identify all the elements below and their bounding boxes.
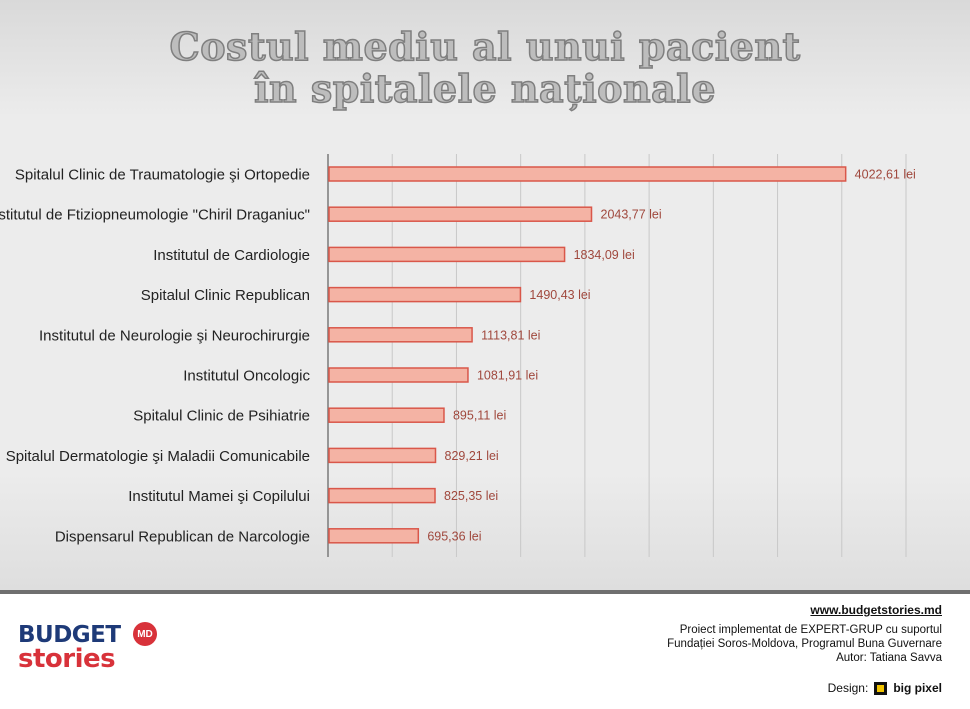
bar (328, 447, 437, 464)
bar (328, 367, 469, 383)
bar (328, 246, 566, 263)
value-label: 1490,43 lei (529, 288, 590, 302)
category-label: Institutul Oncologic (183, 368, 310, 385)
bar (328, 286, 522, 303)
chart-panel: Costul mediu al unui pacient în spitalel… (0, 0, 970, 590)
category-label: Spitalul Clinic de Traumatologie şi Orto… (15, 167, 310, 184)
bar (328, 528, 420, 544)
chart-title-line-1: Costul mediu al unui pacient (169, 23, 801, 70)
footer-divider (0, 590, 970, 594)
category-label: Institutul de Cardiologie (153, 247, 310, 264)
value-label: 695,36 lei (427, 529, 481, 543)
budget-stories-logo: BUDGET stories MD (18, 622, 168, 678)
logo-word-stories: stories (18, 644, 116, 674)
value-label: 1081,91 lei (477, 369, 538, 383)
big-pixel-logo-icon (874, 681, 888, 695)
bar (328, 327, 473, 343)
value-label: 895,11 lei (453, 409, 506, 423)
design-credit: Design: big pixel (828, 681, 942, 695)
chart-title-line-2: în spitalele naționale (253, 65, 716, 112)
bar (328, 487, 436, 504)
credit-author: Autor: Tatiana Savva (836, 652, 942, 664)
value-label: 4022,61 lei (855, 168, 916, 182)
design-label: Design: (827, 681, 869, 695)
category-label: Spitalul Clinic Republican (141, 287, 310, 304)
credit-line-1: Proiect implementat de EXPERT-GRUP cu su… (679, 624, 942, 636)
value-label: 2043,77 lei (601, 208, 662, 222)
value-label: 825,35 lei (444, 489, 498, 503)
website-link[interactable]: www.budgetstories.md (810, 603, 942, 617)
category-label: Spitalul Dermatologie şi Maladii Comunic… (6, 448, 310, 465)
logo-md-badge: MD (133, 622, 157, 646)
designer-name: big pixel (893, 681, 942, 695)
logo-word-budget: BUDGET (18, 622, 121, 648)
bar (328, 206, 593, 222)
category-label: Institutul de Neurologie şi Neurochirurg… (39, 327, 310, 344)
value-label: 829,21 lei (445, 449, 499, 463)
category-label: Institutul de Ftiziopneumologie "Chiril … (0, 207, 310, 224)
value-label: 1113,81 lei (481, 328, 540, 342)
category-label: Spitalul Clinic de Psihiatrie (133, 408, 310, 425)
credit-line-2: Fundației Soros-Moldova, Programul Buna … (667, 638, 942, 650)
bar (328, 166, 847, 182)
category-label: Institutul Mamei şi Copilului (128, 488, 310, 505)
category-label: Dispensarul Republican de Narcologie (55, 528, 310, 545)
bar-chart: Spitalul Clinic de Traumatologie şi Orto… (0, 154, 916, 557)
value-label: 1834,09 lei (574, 248, 635, 262)
bar (328, 407, 445, 423)
